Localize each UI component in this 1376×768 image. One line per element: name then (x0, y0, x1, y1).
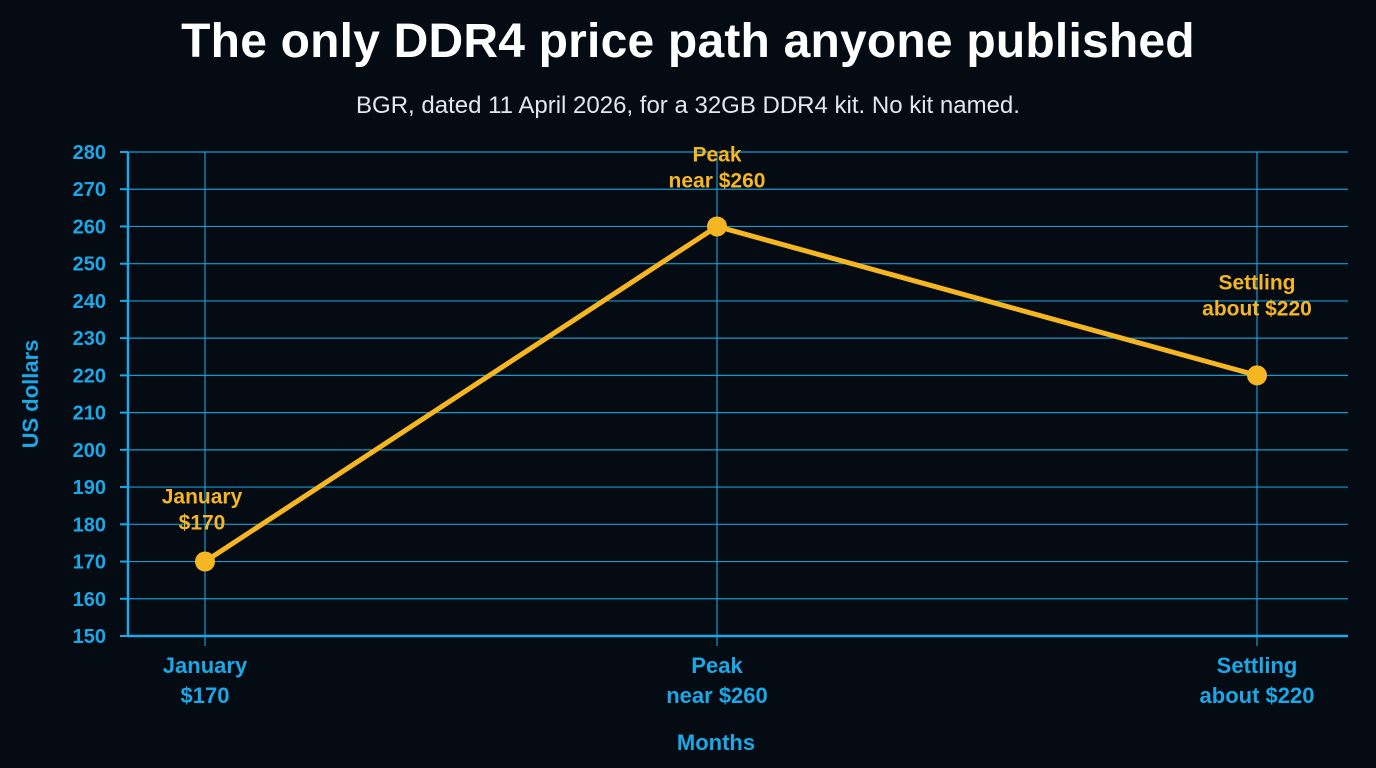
y-axis-title: US dollars (18, 340, 43, 449)
x-tick-label-line: $170 (181, 683, 230, 708)
data-point (1247, 365, 1267, 386)
y-tick-label: 210 (73, 403, 106, 425)
data-point (195, 551, 215, 572)
chart-title: The only DDR4 price path anyone publishe… (181, 15, 1195, 68)
x-tick-label: Peak near $260 (666, 653, 768, 708)
y-tick-label: 240 (73, 291, 106, 313)
series-line (202, 223, 1260, 565)
y-tick-label: 190 (73, 477, 106, 499)
axes (120, 151, 1348, 638)
data-label-line: Peak (692, 143, 741, 166)
y-tick-label: 150 (73, 626, 106, 648)
x-axis-title: Months (677, 730, 755, 755)
series-price (195, 216, 1267, 572)
y-tick-label: 200 (73, 440, 106, 462)
y-tick-labels: 150 160 170 180 190 200 210 220 230 240 250 260 270 2… (73, 142, 106, 648)
data-label: Settling about $220 (1202, 271, 1312, 320)
y-tick-label: 270 (73, 179, 106, 201)
x-tick-label-line: January (163, 653, 248, 678)
x-tick-label: January $170 (163, 653, 248, 708)
x-tick-label-line: about $220 (1200, 683, 1315, 708)
y-tick-label: 220 (73, 365, 106, 387)
y-tick-label: 260 (73, 216, 106, 238)
data-label-line: $170 (179, 512, 226, 535)
point-labels: January $170 Peak near $260 Settling about $2… (162, 143, 1312, 534)
data-label-line: about $220 (1202, 297, 1312, 320)
x-tick-labels: January $170 Peak near $260 Settling about $2… (163, 653, 1315, 708)
y-tick-label: 170 (73, 552, 106, 574)
data-point (707, 216, 727, 237)
data-label-line: Settling (1219, 271, 1296, 294)
y-tick-label: 180 (73, 514, 106, 536)
x-tick-label: Settling about $220 (1200, 653, 1315, 708)
grid-lines (128, 151, 1348, 646)
x-tick-label-line: near $260 (666, 683, 768, 708)
y-tick-label: 280 (73, 142, 106, 164)
y-tick-label: 160 (73, 589, 106, 611)
x-tick-label-line: Settling (1217, 653, 1298, 678)
chart-subtitle: BGR, dated 11 April 2026, for a 32GB DDR… (356, 92, 1020, 119)
y-tick-label: 250 (73, 254, 106, 276)
y-tick-label: 230 (73, 328, 106, 350)
data-label-line: January (162, 486, 243, 509)
data-label: Peak near $260 (669, 143, 766, 192)
x-tick-label-line: Peak (691, 653, 743, 678)
data-label-line: near $260 (669, 169, 766, 192)
data-label: January $170 (162, 486, 243, 535)
